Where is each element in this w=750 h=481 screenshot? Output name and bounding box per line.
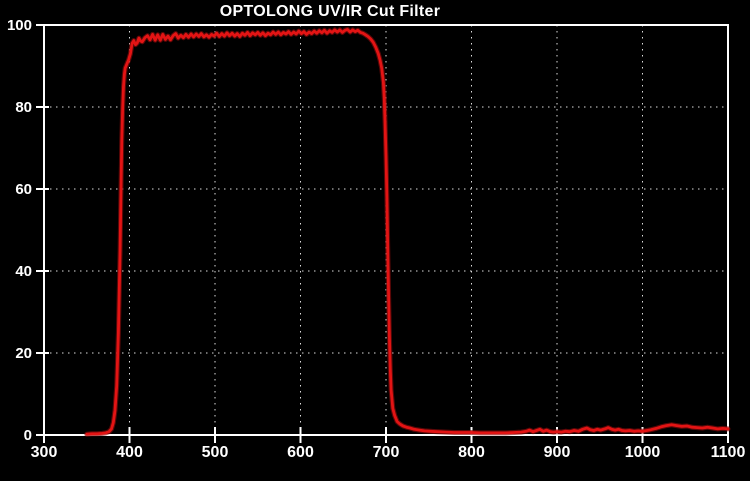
x-tick-label: 600 bbox=[287, 444, 314, 461]
x-tick-label: 1100 bbox=[711, 444, 746, 461]
x-tick-label: 700 bbox=[373, 444, 400, 461]
x-tick-label: 500 bbox=[202, 444, 229, 461]
x-tick-label: 800 bbox=[458, 444, 485, 461]
y-tick-label: 40 bbox=[15, 263, 32, 280]
series-curve-halo bbox=[84, 27, 731, 437]
y-tick-label: 60 bbox=[15, 181, 32, 198]
x-tick-label: 300 bbox=[31, 444, 58, 461]
x-tick-label: 900 bbox=[544, 444, 571, 461]
y-tick-label: 80 bbox=[15, 99, 32, 116]
x-tick-label: 1000 bbox=[625, 444, 661, 461]
chart-title: OPTOLONG UV/IR Cut Filter bbox=[219, 3, 441, 20]
series-curve bbox=[85, 28, 730, 436]
y-tick-label: 100 bbox=[7, 17, 32, 34]
y-tick-label: 0 bbox=[24, 427, 32, 444]
x-tick-label: 400 bbox=[116, 444, 143, 461]
y-tick-label: 20 bbox=[15, 345, 32, 362]
